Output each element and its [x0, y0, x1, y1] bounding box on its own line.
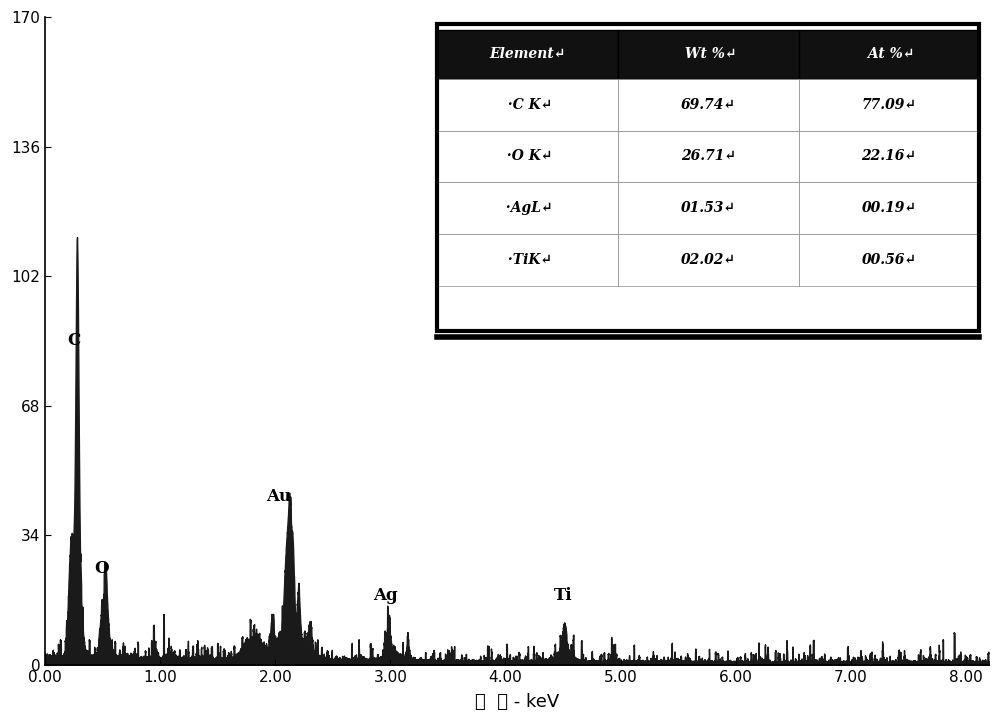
- Text: O: O: [95, 560, 109, 578]
- X-axis label: 能  量 - keV: 能 量 - keV: [475, 693, 559, 711]
- Text: Ag: Ag: [373, 587, 398, 604]
- Text: Ti: Ti: [554, 587, 572, 604]
- Text: Au: Au: [266, 488, 291, 505]
- Text: C: C: [67, 331, 80, 349]
